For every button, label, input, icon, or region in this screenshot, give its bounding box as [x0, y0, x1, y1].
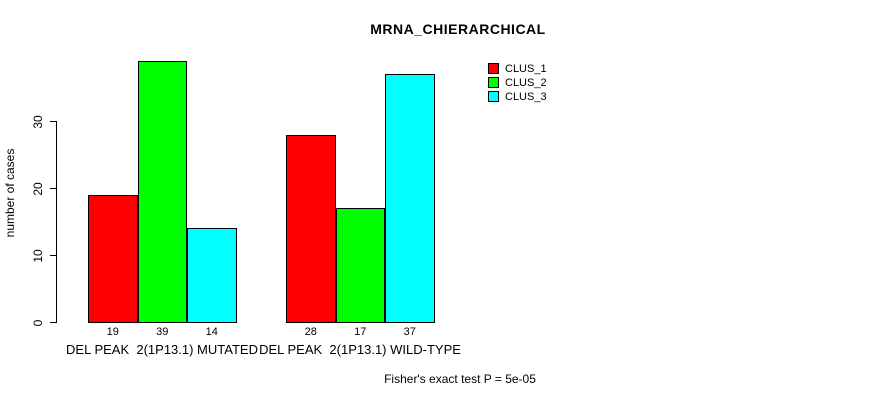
- legend-swatch-clus_2: [488, 77, 499, 88]
- y-tick: [50, 322, 57, 323]
- bar-value-label: 37: [403, 326, 416, 338]
- y-tick: [50, 121, 57, 123]
- y-tick-label: 0: [31, 319, 45, 326]
- group-label-mutated: DEL PEAK 2(1P13.1) MUTATED: [66, 342, 258, 357]
- legend-swatch-clus_1: [488, 63, 499, 74]
- legend-swatch-clus_3: [488, 91, 499, 102]
- footer-note: Fisher's exact test P = 5e-05: [384, 372, 536, 386]
- legend-label: CLUS_1: [505, 62, 547, 75]
- y-tick-label: 10: [31, 248, 45, 263]
- legend: CLUS_1 CLUS_2 CLUS_3: [488, 62, 547, 104]
- group-label-wild-type: DEL PEAK 2(1P13.1) WILD-TYPE: [259, 342, 461, 357]
- chart-title: MRNA_CHIERARCHICAL: [370, 21, 546, 37]
- y-axis-title: number of cases: [3, 148, 17, 238]
- legend-item-clus_1: CLUS_1: [488, 62, 547, 75]
- y-tick: [50, 188, 57, 190]
- legend-label: CLUS_3: [505, 90, 547, 103]
- legend-item-clus_3: CLUS_3: [488, 90, 547, 103]
- legend-label: CLUS_2: [505, 76, 547, 89]
- bar-value-label: 14: [205, 326, 218, 338]
- bar-clus_2-group2: [335, 208, 385, 323]
- y-tick: [50, 255, 57, 257]
- bar-value-label: 17: [354, 326, 367, 338]
- bar-clus_1-group2: [286, 134, 336, 323]
- bar-clus_3-group2: [385, 74, 435, 323]
- bar-clus_1-group1: [88, 194, 138, 323]
- y-tick-label: 20: [31, 181, 45, 196]
- legend-item-clus_2: CLUS_2: [488, 76, 547, 89]
- bar-value-label: 28: [304, 326, 317, 338]
- bar-value-label: 19: [106, 326, 119, 338]
- y-tick-label: 30: [31, 115, 45, 129]
- y-axis-line: [56, 121, 57, 323]
- bar-value-label: 39: [156, 326, 169, 338]
- bar-clus_2-group1: [137, 61, 187, 323]
- bar-clus_3-group1: [187, 228, 237, 323]
